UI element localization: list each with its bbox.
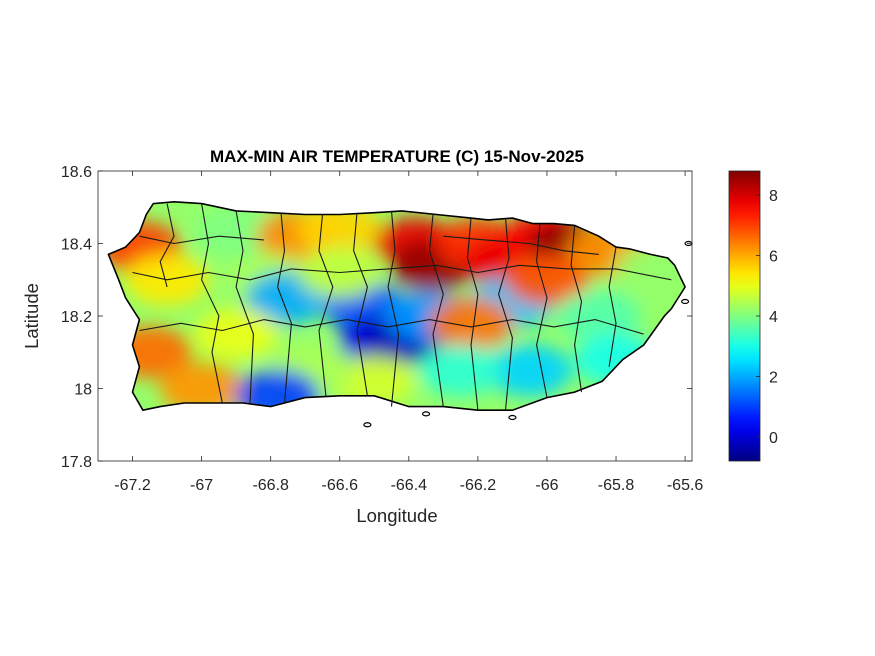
municipality-border xyxy=(498,218,513,411)
colorbar-gradient xyxy=(729,171,760,461)
colorbar-tick-label: 4 xyxy=(769,309,778,326)
field-sample xyxy=(297,203,382,255)
municipality-border xyxy=(132,264,672,281)
x-tick-label: -66.4 xyxy=(391,477,428,494)
chart-title: MAX-MIN AIR TEMPERATURE (C) 15-Nov-2025 xyxy=(210,147,584,166)
x-tick-label: -67 xyxy=(190,477,213,494)
colorbar: 0 2 4 6 8 xyxy=(728,170,778,462)
y-axis-label: Latitude xyxy=(21,283,42,349)
municipality-border xyxy=(608,247,617,367)
municipality-border xyxy=(466,218,479,411)
offshore-island xyxy=(508,414,517,421)
municipality-border xyxy=(139,235,264,245)
y-tick-label: 18.2 xyxy=(61,309,92,326)
municipality-border xyxy=(159,203,175,288)
municipality-border xyxy=(536,223,548,398)
field-sample xyxy=(556,290,641,342)
colorbar-tick-label: 6 xyxy=(769,249,778,266)
x-tick-label: -66.8 xyxy=(252,477,289,494)
field-sample xyxy=(418,344,503,397)
island-coastline xyxy=(107,200,687,412)
y-tick-label: 18 xyxy=(74,382,92,399)
y-axis: 17.8 18 18.2 18.4 18.6 xyxy=(61,164,692,471)
municipality-border xyxy=(353,212,368,396)
colorbar-tick-label: 0 xyxy=(769,430,778,447)
x-tick-label: -67.2 xyxy=(114,477,151,494)
municipality-border xyxy=(201,203,223,404)
y-tick-label: 18.4 xyxy=(61,237,92,254)
municipality-borders xyxy=(132,203,672,411)
temperature-field xyxy=(108,201,686,411)
y-tick-label: 18.6 xyxy=(61,164,92,181)
colorbar-tick-label: 2 xyxy=(769,369,778,386)
field-sample xyxy=(159,362,244,411)
field-sample xyxy=(428,297,513,350)
y-tick-label: 17.8 xyxy=(61,454,92,471)
x-tick-label: -65.6 xyxy=(667,477,704,494)
x-tick-label: -66.2 xyxy=(460,477,497,494)
municipality-border xyxy=(428,214,444,407)
municipality-border xyxy=(318,214,334,396)
municipality-border xyxy=(139,319,644,335)
municipality-border xyxy=(277,212,292,404)
offshore-island xyxy=(421,411,431,417)
x-axis: -67.2 -67 -66.8 -66.6 -66.4 -66.2 -66 -65.8 -65.… xyxy=(114,171,703,494)
municipality-border xyxy=(443,235,599,255)
offshore-island xyxy=(363,422,372,428)
municipality-border xyxy=(387,210,400,407)
x-tick-label: -66 xyxy=(535,477,558,494)
field-sample xyxy=(194,206,279,259)
field-sample xyxy=(504,253,589,306)
offshore-island xyxy=(680,298,690,305)
colorbar-tick-label: 8 xyxy=(769,188,778,205)
field-sample xyxy=(194,308,279,361)
field-sample xyxy=(487,344,572,397)
x-tick-label: -66.6 xyxy=(322,477,359,494)
x-axis-label: Longitude xyxy=(356,505,437,526)
x-tick-label: -65.8 xyxy=(598,477,635,494)
